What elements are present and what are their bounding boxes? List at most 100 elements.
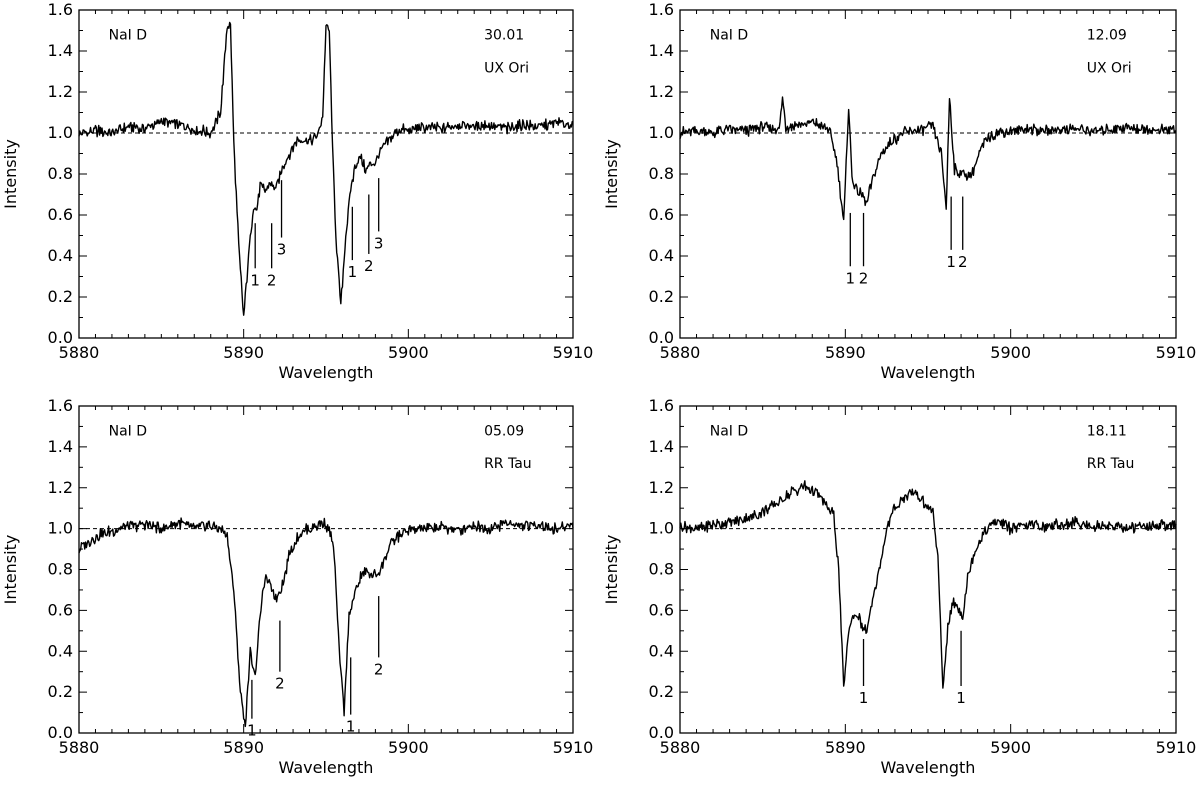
y-axis-label: Intensity xyxy=(1,139,20,209)
y-tick-label: 0.4 xyxy=(48,246,73,265)
component-label: 3 xyxy=(374,234,384,252)
panel-annotation: NaI D xyxy=(109,28,147,44)
x-tick-label: 5900 xyxy=(388,343,429,362)
y-tick-label: 1.2 xyxy=(649,82,674,101)
x-tick-label: 5890 xyxy=(223,738,264,757)
panel-annotation: 18.11 xyxy=(1087,423,1127,439)
spectrum-line xyxy=(78,517,574,728)
x-tick-label: 5900 xyxy=(990,738,1031,757)
x-tick-label: 5900 xyxy=(990,343,1031,362)
y-tick-label: 0.0 xyxy=(48,723,73,742)
component-label: 2 xyxy=(267,271,277,289)
y-tick-label: 0.6 xyxy=(649,600,674,619)
y-axis-label: Intensity xyxy=(602,139,621,209)
x-axis-label: Wavelength xyxy=(279,363,374,382)
component-label: 1 xyxy=(348,263,358,281)
plot-frame xyxy=(679,405,1177,734)
y-tick-label: 1.4 xyxy=(48,41,73,60)
panel-annotation: 05.09 xyxy=(484,423,524,439)
y-tick-label: 1.6 xyxy=(649,396,674,415)
chart-panel-4: 0.0 0.2 0.4 0.6 0.8 1.0 1.2 1.4 1.6 5880 5890 5900 5… xyxy=(602,396,1196,777)
panel-annotation: NaI D xyxy=(109,423,147,439)
component-label: 1 xyxy=(946,253,956,271)
panel-annotation: 30.01 xyxy=(484,28,524,44)
y-tick-label: 1.4 xyxy=(649,41,674,60)
x-axis-label: Wavelength xyxy=(279,758,374,777)
x-tick-label: 5880 xyxy=(660,343,701,362)
x-tick-label: 5880 xyxy=(59,343,100,362)
x-tick-label: 5910 xyxy=(553,343,594,362)
y-tick-label: 0.4 xyxy=(649,246,674,265)
x-tick-label: 5900 xyxy=(388,738,429,757)
plot-frame xyxy=(78,405,574,734)
x-tick-label: 5910 xyxy=(1156,343,1197,362)
y-tick-label: 0.8 xyxy=(649,164,674,183)
y-tick-label: 0.0 xyxy=(649,328,674,347)
chart-panel-2: 0.0 0.2 0.4 0.6 0.8 1.0 1.2 1.4 1.6 5880 5890 5900 5… xyxy=(602,0,1196,382)
y-tick-label: 0.8 xyxy=(48,560,73,579)
panel-annotation: UX Ori xyxy=(484,60,529,76)
spectrum-line xyxy=(679,96,1177,221)
spectrum-line xyxy=(78,21,574,316)
component-label: 1 xyxy=(859,689,869,707)
y-tick-label: 0.0 xyxy=(649,723,674,742)
y-tick-label: 0.6 xyxy=(48,600,73,619)
x-axis-label: Wavelength xyxy=(881,758,976,777)
y-tick-label: 0.6 xyxy=(48,205,73,224)
y-tick-label: 0.4 xyxy=(48,641,73,660)
y-tick-label: 1.6 xyxy=(649,0,674,19)
panel-annotation: NaI D xyxy=(710,423,748,439)
chart-panel-3: 0.0 0.2 0.4 0.6 0.8 1.0 1.2 1.4 1.6 5880 5890 5900 5… xyxy=(1,396,593,777)
plot-frame xyxy=(679,9,1177,339)
x-tick-label: 5890 xyxy=(223,343,264,362)
y-tick-label: 1.6 xyxy=(48,396,73,415)
x-tick-label: 5890 xyxy=(825,343,866,362)
x-tick-label: 5910 xyxy=(1156,738,1197,757)
y-tick-label: 0.8 xyxy=(649,560,674,579)
spectrum-line xyxy=(679,480,1177,689)
y-tick-label: 1.4 xyxy=(48,437,73,456)
x-tick-label: 5880 xyxy=(660,738,701,757)
component-label: 1 xyxy=(846,269,856,287)
component-label: 1 xyxy=(250,271,260,289)
y-tick-label: 1.2 xyxy=(48,82,73,101)
component-label: 2 xyxy=(275,675,285,693)
chart-panel-1: 0.0 0.2 0.4 0.6 0.8 1.0 1.2 1.4 1.6 5880 5890 5900 5… xyxy=(1,0,593,382)
panel-annotation: NaI D xyxy=(710,28,748,44)
y-tick-label: 0.2 xyxy=(48,287,73,306)
component-label: 2 xyxy=(364,257,374,275)
x-axis-label: Wavelength xyxy=(881,363,976,382)
y-tick-label: 0.2 xyxy=(48,682,73,701)
y-tick-label: 1.2 xyxy=(649,478,674,497)
panel-annotation: RR Tau xyxy=(484,456,532,472)
y-tick-label: 1.4 xyxy=(649,437,674,456)
y-tick-label: 0.6 xyxy=(649,205,674,224)
component-label: 2 xyxy=(958,253,968,271)
component-label: 1 xyxy=(956,689,966,707)
y-axis-label: Intensity xyxy=(1,535,20,605)
component-label: 2 xyxy=(374,660,384,678)
component-label: 2 xyxy=(859,269,869,287)
y-tick-label: 1.2 xyxy=(48,478,73,497)
panel-annotation: 12.09 xyxy=(1087,28,1127,44)
y-tick-label: 0.8 xyxy=(48,164,73,183)
y-tick-label: 0.2 xyxy=(649,287,674,306)
plot-frame xyxy=(78,9,574,339)
y-tick-label: 0.4 xyxy=(649,641,674,660)
y-tick-label: 0.2 xyxy=(649,682,674,701)
y-tick-label: 1.6 xyxy=(48,0,73,19)
y-tick-label: 1.0 xyxy=(48,123,73,142)
y-axis-label: Intensity xyxy=(602,535,621,605)
component-label: 1 xyxy=(247,722,257,740)
x-tick-label: 5890 xyxy=(825,738,866,757)
y-tick-label: 1.0 xyxy=(649,123,674,142)
y-tick-label: 1.0 xyxy=(649,519,674,538)
panel-annotation: UX Ori xyxy=(1087,60,1132,76)
panel-annotation: RR Tau xyxy=(1087,456,1135,472)
x-tick-label: 5880 xyxy=(59,738,100,757)
x-tick-label: 5910 xyxy=(553,738,594,757)
y-tick-label: 0.0 xyxy=(48,328,73,347)
component-label: 1 xyxy=(346,718,356,736)
y-tick-label: 1.0 xyxy=(48,519,73,538)
